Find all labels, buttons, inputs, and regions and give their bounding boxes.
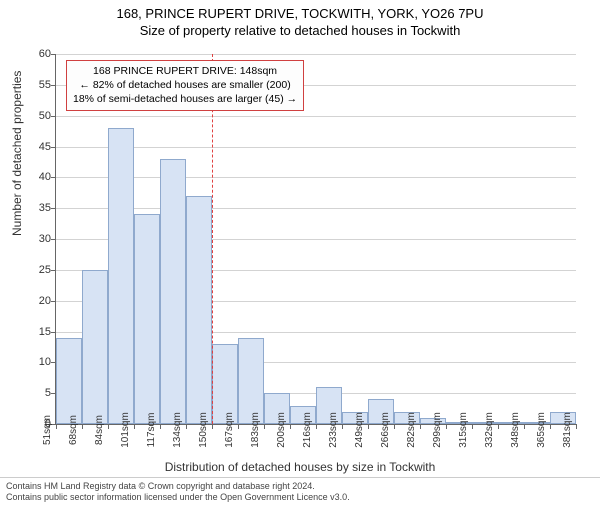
x-tick-label: 332sqm xyxy=(484,412,495,448)
x-tick xyxy=(82,424,83,429)
x-tick-label: 150sqm xyxy=(198,412,209,448)
histogram-bar xyxy=(160,159,186,424)
x-tick-label: 167sqm xyxy=(224,412,235,448)
y-tick xyxy=(51,177,56,178)
x-tick-label: 134sqm xyxy=(172,412,183,448)
y-tick-label: 25 xyxy=(39,264,51,276)
x-tick xyxy=(56,424,57,429)
x-tick-label: 117sqm xyxy=(146,413,157,448)
x-tick-label: 200sqm xyxy=(276,412,287,448)
y-tick-label: 45 xyxy=(39,141,51,153)
y-tick xyxy=(51,239,56,240)
y-axis-label: Number of detached properties xyxy=(10,71,24,236)
x-tick-label: 51sqm xyxy=(42,415,53,445)
x-tick-label: 216sqm xyxy=(302,412,313,448)
histogram-bar xyxy=(108,128,134,424)
y-tick xyxy=(51,270,56,271)
y-tick xyxy=(51,208,56,209)
y-tick-label: 60 xyxy=(39,48,51,60)
chart-subtitle: Size of property relative to detached ho… xyxy=(0,23,600,38)
x-tick-label: 381sqm xyxy=(562,412,573,448)
x-tick xyxy=(394,424,395,429)
annotation-box: 168 PRINCE RUPERT DRIVE: 148sqm ← 82% of … xyxy=(66,60,304,111)
y-tick xyxy=(51,147,56,148)
x-tick xyxy=(108,424,109,429)
y-tick xyxy=(51,116,56,117)
y-tick-label: 40 xyxy=(39,171,51,183)
x-tick xyxy=(446,424,447,429)
gridline xyxy=(56,177,576,178)
y-tick-label: 50 xyxy=(39,110,51,122)
histogram-bar xyxy=(56,338,82,424)
x-tick xyxy=(186,424,187,429)
x-tick-label: 266sqm xyxy=(380,412,391,448)
footer-text-2: Contains public sector information licen… xyxy=(6,492,350,502)
footer-text-1: Contains HM Land Registry data © Crown c… xyxy=(6,481,315,491)
x-tick xyxy=(212,424,213,429)
x-tick-label: 365sqm xyxy=(536,412,547,448)
y-tick-label: 55 xyxy=(39,79,51,91)
x-tick xyxy=(316,424,317,429)
chart-title: 168, PRINCE RUPERT DRIVE, TOCKWITH, YORK… xyxy=(0,6,600,21)
x-tick-label: 183sqm xyxy=(250,412,261,448)
y-tick-label: 20 xyxy=(39,295,51,307)
x-tick-label: 249sqm xyxy=(354,412,365,448)
y-tick-label: 10 xyxy=(39,356,51,368)
histogram-bar xyxy=(82,270,108,424)
x-tick xyxy=(524,424,525,429)
chart-plot-area: 05101520253035404550556051sqm68sqm84sqm1… xyxy=(55,54,576,425)
y-tick-label: 15 xyxy=(39,326,51,338)
annotation-line2: ← 82% of detached houses are smaller (20… xyxy=(79,79,290,91)
y-tick-label: 35 xyxy=(39,202,51,214)
y-tick xyxy=(51,332,56,333)
x-tick xyxy=(290,424,291,429)
x-tick-label: 299sqm xyxy=(432,412,443,448)
x-axis-label: Distribution of detached houses by size … xyxy=(0,460,600,474)
gridline xyxy=(56,208,576,209)
x-tick xyxy=(550,424,551,429)
x-tick xyxy=(134,424,135,429)
histogram-bar xyxy=(134,214,160,424)
histogram-bar xyxy=(238,338,264,424)
y-tick xyxy=(51,85,56,86)
x-tick-label: 233sqm xyxy=(328,412,339,448)
x-tick xyxy=(264,424,265,429)
y-tick xyxy=(51,54,56,55)
gridline xyxy=(56,147,576,148)
x-tick xyxy=(576,424,577,429)
x-tick-label: 84sqm xyxy=(94,415,105,445)
chart-footer: Contains HM Land Registry data © Crown c… xyxy=(0,477,600,506)
x-tick-label: 101sqm xyxy=(120,412,131,448)
gridline xyxy=(56,116,576,117)
x-tick-label: 315sqm xyxy=(458,412,469,448)
x-tick xyxy=(342,424,343,429)
gridline xyxy=(56,54,576,55)
x-tick-label: 348sqm xyxy=(510,412,521,448)
y-tick-label: 30 xyxy=(39,233,51,245)
x-tick xyxy=(498,424,499,429)
y-tick xyxy=(51,301,56,302)
x-tick xyxy=(472,424,473,429)
x-tick xyxy=(160,424,161,429)
x-tick-label: 282sqm xyxy=(406,412,417,448)
x-tick xyxy=(420,424,421,429)
histogram-bar xyxy=(186,196,212,424)
annotation-line3: 18% of semi-detached houses are larger (… xyxy=(73,93,297,105)
annotation-line1: 168 PRINCE RUPERT DRIVE: 148sqm xyxy=(93,65,277,77)
x-tick-label: 68sqm xyxy=(68,415,79,445)
y-tick-label: 5 xyxy=(45,387,51,399)
x-tick xyxy=(238,424,239,429)
x-tick xyxy=(368,424,369,429)
